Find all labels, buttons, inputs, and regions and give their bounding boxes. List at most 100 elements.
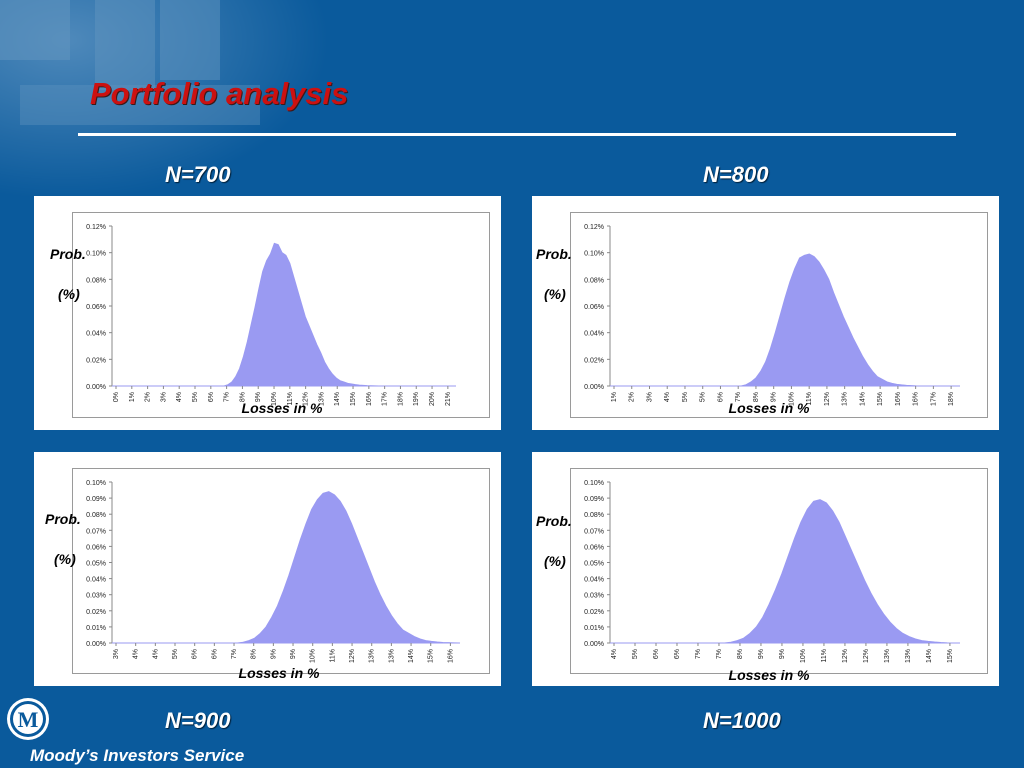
x-tick-label: 15% <box>877 392 884 406</box>
loss-distribution-area <box>610 499 960 644</box>
x-tick-label: 18% <box>948 392 955 406</box>
x-tick-label: 3% <box>113 649 120 659</box>
y-tick-label: 0.04% <box>86 577 106 584</box>
x-tick-label: 9% <box>290 649 297 659</box>
x-tick-label: 11% <box>329 649 336 663</box>
x-tick-label: 9% <box>270 649 277 659</box>
y-tick-label: 0.05% <box>584 561 604 568</box>
svg-text:M: M <box>18 707 39 732</box>
y-tick-label: 0.02% <box>86 357 106 364</box>
x-tick-label: 20% <box>429 392 436 406</box>
x-tick-label: 16% <box>447 649 454 663</box>
x-tick-label: 15% <box>947 649 954 663</box>
y-tick-label: 0.03% <box>86 593 106 600</box>
x-tick-label: 12% <box>863 649 870 663</box>
x-tick-label: 12% <box>842 649 849 663</box>
y-tick-label: 0.06% <box>584 304 604 311</box>
x-tick-label: 8% <box>239 392 246 402</box>
x-tick-label: 4% <box>611 649 618 659</box>
loss-distribution-area <box>112 242 456 387</box>
x-tick-label: 4% <box>664 392 671 402</box>
y-tick-label: 0.01% <box>86 625 106 632</box>
y-axis-unit-label: (%) <box>544 286 566 302</box>
x-tick-label: 14% <box>408 649 415 663</box>
x-tick-label: 12% <box>303 392 310 406</box>
x-tick-label: 3% <box>646 392 653 402</box>
x-tick-label: 5% <box>192 392 199 402</box>
y-tick-label: 0.04% <box>584 331 604 338</box>
x-tick-label: 15% <box>350 392 357 406</box>
x-tick-label: 5% <box>632 649 639 659</box>
y-tick-label: 0.08% <box>584 277 604 284</box>
x-tick-label: 21% <box>445 392 452 406</box>
y-axis-label: Prob. <box>536 513 572 529</box>
y-tick-label: 0.08% <box>86 277 106 284</box>
y-tick-label: 0.06% <box>86 544 106 551</box>
x-tick-label: 9% <box>255 392 262 402</box>
x-tick-label: 13% <box>318 392 325 406</box>
x-tick-label: 10% <box>788 392 795 406</box>
x-tick-label: 5% <box>700 392 707 402</box>
x-tick-label: 13% <box>388 649 395 663</box>
x-tick-label: 4% <box>176 392 183 402</box>
x-tick-label: 5% <box>172 649 179 659</box>
slide-title: Portfolio analysis <box>90 76 349 111</box>
x-tick-label: 14% <box>926 649 933 663</box>
y-axis-unit-label: (%) <box>544 553 566 569</box>
y-tick-label: 0.12% <box>584 224 604 231</box>
x-axis-label: Losses in % <box>728 667 810 683</box>
y-tick-label: 0.07% <box>584 528 604 535</box>
y-tick-label: 0.02% <box>86 609 106 616</box>
y-tick-label: 0.00% <box>86 384 106 391</box>
title-divider <box>78 133 956 136</box>
x-tick-label: 13% <box>842 392 849 406</box>
x-tick-label: 6% <box>674 649 681 659</box>
x-tick-label: 8% <box>737 649 744 659</box>
chart-heading: N=700 <box>165 162 231 187</box>
y-tick-label: 0.10% <box>86 251 106 258</box>
x-tick-label: 13% <box>369 649 376 663</box>
y-tick-label: 0.02% <box>584 357 604 364</box>
x-tick-label: 16% <box>895 392 902 406</box>
x-tick-label: 18% <box>397 392 404 406</box>
loss-distribution-area <box>610 253 960 387</box>
chart-heading: N=800 <box>703 162 769 187</box>
x-tick-label: 5% <box>682 392 689 402</box>
x-tick-label: 16% <box>913 392 920 406</box>
chart-heading: N=1000 <box>703 708 781 733</box>
x-tick-label: 7% <box>231 649 238 659</box>
x-tick-label: 6% <box>653 649 660 659</box>
x-tick-label: 2% <box>145 392 152 402</box>
x-tick-label: 8% <box>753 392 760 402</box>
x-tick-label: 12% <box>824 392 831 406</box>
x-axis-label: Losses in % <box>241 400 323 416</box>
y-axis-label: Prob. <box>45 511 81 527</box>
y-tick-label: 0.12% <box>86 224 106 231</box>
y-tick-label: 0.07% <box>86 528 106 535</box>
x-tick-label: 1% <box>611 392 618 402</box>
x-tick-label: 4% <box>152 649 159 659</box>
x-axis-label: Losses in % <box>728 400 810 416</box>
x-tick-label: 0% <box>113 392 120 402</box>
x-tick-label: 6% <box>211 649 218 659</box>
y-tick-label: 0.08% <box>86 512 106 519</box>
x-tick-label: 15% <box>428 649 435 663</box>
x-tick-label: 16% <box>366 392 373 406</box>
moodys-logo: M <box>7 698 49 740</box>
chart-heading: N=900 <box>165 708 231 733</box>
y-tick-label: 0.10% <box>86 480 106 487</box>
footer-brand: Moody’s Investors Service <box>30 746 245 765</box>
x-tick-label: 7% <box>735 392 742 402</box>
loss-distribution-area <box>112 491 461 644</box>
x-tick-label: 11% <box>821 649 828 663</box>
x-tick-label: 6% <box>717 392 724 402</box>
y-tick-label: 0.03% <box>584 593 604 600</box>
y-tick-label: 0.06% <box>584 544 604 551</box>
y-tick-label: 0.06% <box>86 304 106 311</box>
x-tick-label: 7% <box>224 392 231 402</box>
x-tick-label: 10% <box>800 649 807 663</box>
x-tick-label: 7% <box>695 649 702 659</box>
